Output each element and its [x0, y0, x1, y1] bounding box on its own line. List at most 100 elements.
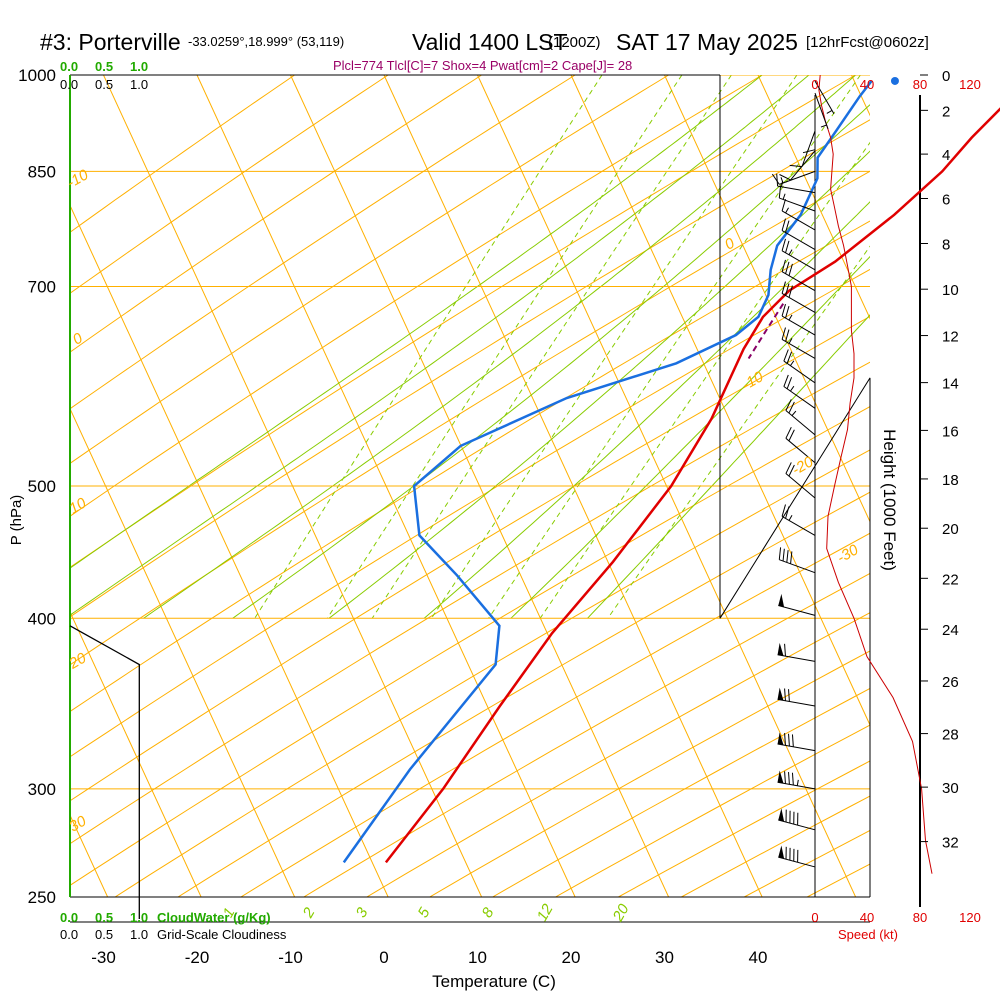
wind-barb-full [784, 733, 786, 746]
wind-barb-full [802, 149, 816, 154]
cloudwater-tick: 1.0 [130, 59, 148, 74]
wind-barb-flag [778, 845, 785, 859]
wind-barb-full [781, 504, 786, 517]
wind-barb-flag [777, 770, 784, 784]
wind-barb [781, 327, 816, 359]
wind-barb-full [781, 281, 786, 294]
chart-title-station: #3: Porterville [40, 29, 181, 55]
wind-barb [783, 349, 816, 384]
height-tick-label: 24 [942, 622, 959, 639]
wind-barb-staff [781, 271, 816, 292]
wind-barb [778, 808, 816, 831]
dry-adiabat-label: -20 [789, 453, 817, 479]
wind-barb-staff [777, 743, 816, 752]
wind-barb [778, 185, 816, 212]
dry-adiabat-label: 30 [66, 812, 90, 835]
wind-speed-line [818, 74, 933, 874]
dry-adiabat-line [428, 650, 870, 897]
wind-barb-staff [814, 80, 835, 115]
wind-barb-staff [777, 185, 816, 194]
dry-adiabat-line [70, 75, 856, 568]
height-tick-label: 14 [942, 376, 959, 393]
x-axis-label: Temperature (C) [432, 972, 556, 991]
chart-title-date: SAT 17 May 2025 [616, 29, 798, 55]
cloudwater-tick: 0.0 [60, 59, 78, 74]
dry-adiabat-line [70, 268, 870, 758]
cloudiness-line [69, 625, 140, 919]
mixing-ratio-label: 20 [609, 901, 633, 925]
wind-barb-full [790, 551, 793, 564]
dry-adiabat-line [114, 449, 870, 897]
wind-barb-half [785, 207, 789, 214]
dry-adiabat-line [70, 315, 870, 802]
wind-barb-staff [778, 856, 816, 868]
wind-barb-full [778, 185, 782, 199]
cloudwater-legend-bottom: 0.0 0.5 1.0 CloudWater (g/Kg) 0.0 0.5 1.… [60, 910, 287, 942]
cloudwater-legend-top: 0.0 0.5 1.0 0.0 0.5 1.0 [60, 59, 148, 92]
wind-barb [783, 374, 816, 409]
height-tick-label: 2 [942, 103, 950, 120]
wind-barb-staff [781, 250, 816, 271]
pressure-tick-label: 700 [28, 277, 56, 296]
mixing-ratio-label: 3 [353, 904, 372, 920]
cloudiness-tick: 1.0 [130, 927, 148, 942]
background-grid [0, 75, 870, 897]
wind-barb-staff [785, 437, 816, 464]
wind-barb-staff [785, 410, 816, 436]
wind-barb-full [779, 174, 791, 181]
isotherm-line [0, 75, 14, 897]
height-tick-label: 16 [942, 423, 959, 440]
wind-barbs [771, 80, 835, 868]
wind-barb [785, 426, 816, 464]
speed-tick-label-top: 120 [959, 77, 981, 92]
wind-barb [814, 80, 835, 115]
wind-barb-full [784, 643, 786, 657]
wind-barb-half [788, 249, 793, 256]
wind-barb-full [781, 238, 786, 251]
dry-adiabat-line [70, 75, 389, 294]
dry-adiabat-line [554, 724, 870, 897]
wind-barb [777, 642, 816, 662]
wind-barb-flag [777, 687, 784, 701]
temperature-tick-label: 40 [749, 948, 768, 967]
wind-barb-full [788, 733, 790, 747]
cloudwater-tick: 0.0 [60, 910, 78, 925]
speed-tick-label-top: 0 [811, 77, 818, 92]
pressure-tick-label: 300 [28, 780, 56, 799]
height-tick-label: 28 [942, 727, 959, 744]
dry-adiabat-label: 0 [722, 234, 738, 253]
surface-dewpoint-dot [890, 76, 899, 85]
dry-adiabat-line [70, 220, 870, 713]
mixing-ratio-line [326, 75, 683, 619]
wind-barb [781, 198, 816, 231]
wind-barb-full [784, 771, 786, 784]
wind-barb [781, 259, 816, 292]
mixing-ratio-label: 12 [534, 901, 557, 925]
wind-barb-staff [777, 781, 816, 790]
dewpoint-line [342, 80, 873, 864]
wind-barb-staff [779, 197, 816, 212]
height-tick-label: 8 [942, 237, 950, 254]
cloudiness-tick: 0.0 [60, 77, 78, 92]
wind-barb-full [781, 198, 786, 212]
height-tick-label: 22 [942, 571, 959, 588]
wind-barb-full [785, 506, 790, 519]
y-axis-label: P (hPa) [8, 495, 25, 546]
dry-adiabat-line [70, 75, 295, 233]
wind-barb-staff [781, 230, 816, 250]
dry-adiabat-line [239, 532, 870, 897]
chart-title-valid: Valid 1400 LST [412, 29, 568, 55]
mixing-ratio-label: 8 [479, 904, 498, 920]
wind-barb [785, 399, 816, 436]
height-tick-label: 6 [942, 191, 950, 208]
wind-barb-staff [778, 819, 816, 831]
wind-barb-full [782, 548, 785, 562]
isotherm-line [70, 610, 202, 897]
dry-adiabat-line [70, 75, 482, 353]
wind-barb-staff [779, 170, 816, 185]
wind-barb-staff [783, 360, 816, 384]
wind-barb-staff [777, 698, 816, 707]
cloudiness-tick: 1.0 [130, 77, 148, 92]
temperature-tick-label: -20 [185, 948, 210, 967]
wind-barb-half [782, 193, 786, 200]
